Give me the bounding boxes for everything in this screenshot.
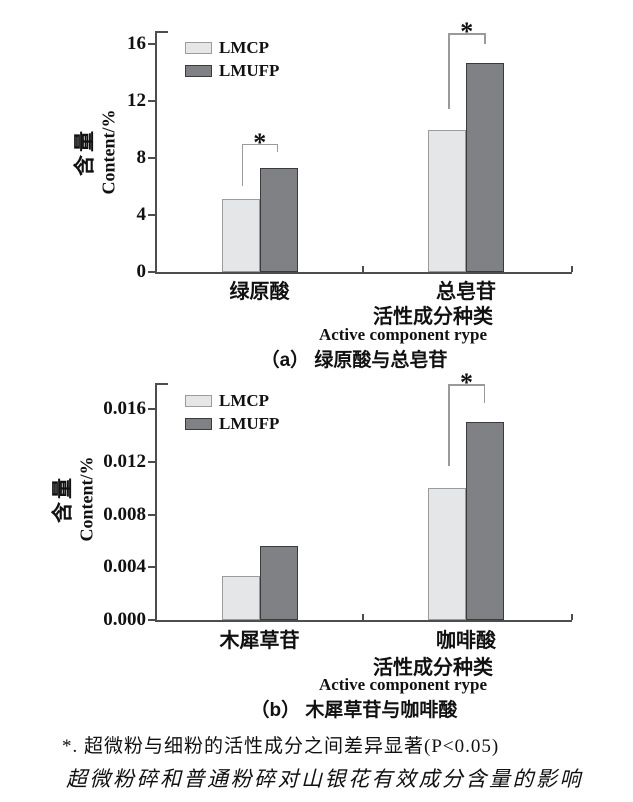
y-tick <box>148 271 155 273</box>
legend-swatch-lmufp <box>185 417 212 430</box>
significance-star: * <box>460 368 473 397</box>
significance-bracket-left-arm <box>448 33 450 109</box>
significance-bracket-right-arm <box>484 33 486 44</box>
y-tick-label: 0.008 <box>103 503 146 525</box>
x-axis <box>155 272 572 274</box>
y-tick-label: 0.004 <box>103 556 146 578</box>
legend-swatch-lmcp <box>185 42 212 54</box>
bar-lmcp-1 <box>428 488 466 620</box>
y-tick <box>148 513 155 516</box>
category-label-1: 总皂苷 <box>436 281 496 303</box>
bar-lmufp-0 <box>259 167 298 272</box>
y-tick <box>148 619 155 621</box>
significance-star: * <box>253 127 267 157</box>
x-axis-label-cn: 活性成分种类 <box>373 657 493 679</box>
legend-swatch-lmcp <box>185 394 212 407</box>
x-tick <box>571 266 573 272</box>
bar-lmufp-0 <box>259 546 298 620</box>
y-tick <box>148 214 155 216</box>
figure-caption: 超微粉碎和普通粉碎对山银花有效成分含量的影响 <box>66 767 583 791</box>
y-axis-label-text: 含量 Content/% <box>47 457 98 542</box>
significance-bracket-right-arm <box>276 143 278 152</box>
y-axis-label-cn: 含量 <box>51 475 75 523</box>
significance-bracket-top <box>448 33 486 35</box>
y-tick-label: 16 <box>127 33 146 54</box>
y-tick-label: 0.012 <box>103 450 146 472</box>
significance-bracket-top <box>241 143 278 145</box>
y-axis <box>155 383 157 622</box>
x-axis-label-en: Active component rype <box>318 675 488 694</box>
legend-swatch-lmufp <box>185 65 212 77</box>
category-label-0: 绿原酸 <box>229 281 290 303</box>
y-tick <box>148 43 155 45</box>
y-axis-label-en: Content/% <box>76 456 97 542</box>
y-tick <box>148 100 155 102</box>
y-tick-label: 8 <box>136 147 147 168</box>
legend-label-lmufp: LMUFP <box>219 413 280 433</box>
significance-footnote: *. 超微粉与细粉的活性成分之间差异显著(P<0.05) <box>62 736 500 757</box>
y-tick <box>148 408 155 410</box>
y-axis-top-cap <box>155 383 168 385</box>
y-tick-label: 0.016 <box>103 398 146 419</box>
x-axis <box>155 620 572 622</box>
legend-label-lmufp: LMUFP <box>219 61 280 80</box>
chart-title: （a） 绿原酸与总皂苷 <box>260 350 448 371</box>
bar-lmcp-0 <box>221 199 260 272</box>
significance-bracket-left-arm <box>241 143 243 186</box>
significance-bracket-left-arm <box>448 384 450 466</box>
significance-bracket-top <box>448 384 485 386</box>
x-axis-label-cn: 活性成分种类 <box>373 306 493 328</box>
x-tick <box>362 266 364 272</box>
bar-lmcp-1 <box>428 129 466 272</box>
y-tick-label: 12 <box>127 90 146 111</box>
y-tick <box>148 566 155 569</box>
bar-lmufp-1 <box>466 422 504 620</box>
x-axis-label-en: Active component rype <box>318 325 488 344</box>
y-tick-label: 0.000 <box>103 609 146 630</box>
category-label-1: 咖啡酸 <box>436 630 496 652</box>
significance-star: * <box>460 17 474 46</box>
legend-label-lmcp: LMCP <box>219 38 270 57</box>
significance-bracket-right-arm <box>483 384 485 403</box>
category-label-0: 木犀草苷 <box>219 630 300 652</box>
y-tick-label: 4 <box>136 204 147 225</box>
y-tick <box>148 157 155 159</box>
bar-lmufp-1 <box>466 62 504 272</box>
x-tick <box>362 614 364 620</box>
x-tick <box>571 614 573 620</box>
legend-label-lmcp: LMCP <box>219 390 270 410</box>
bar-lmcp-0 <box>221 576 260 620</box>
y-tick-label: 0 <box>136 261 147 282</box>
y-axis-top-cap <box>155 31 168 33</box>
y-axis <box>155 31 157 274</box>
chart-title: （b） 木犀草苷与咖啡酸 <box>250 700 458 721</box>
y-tick <box>148 460 155 463</box>
